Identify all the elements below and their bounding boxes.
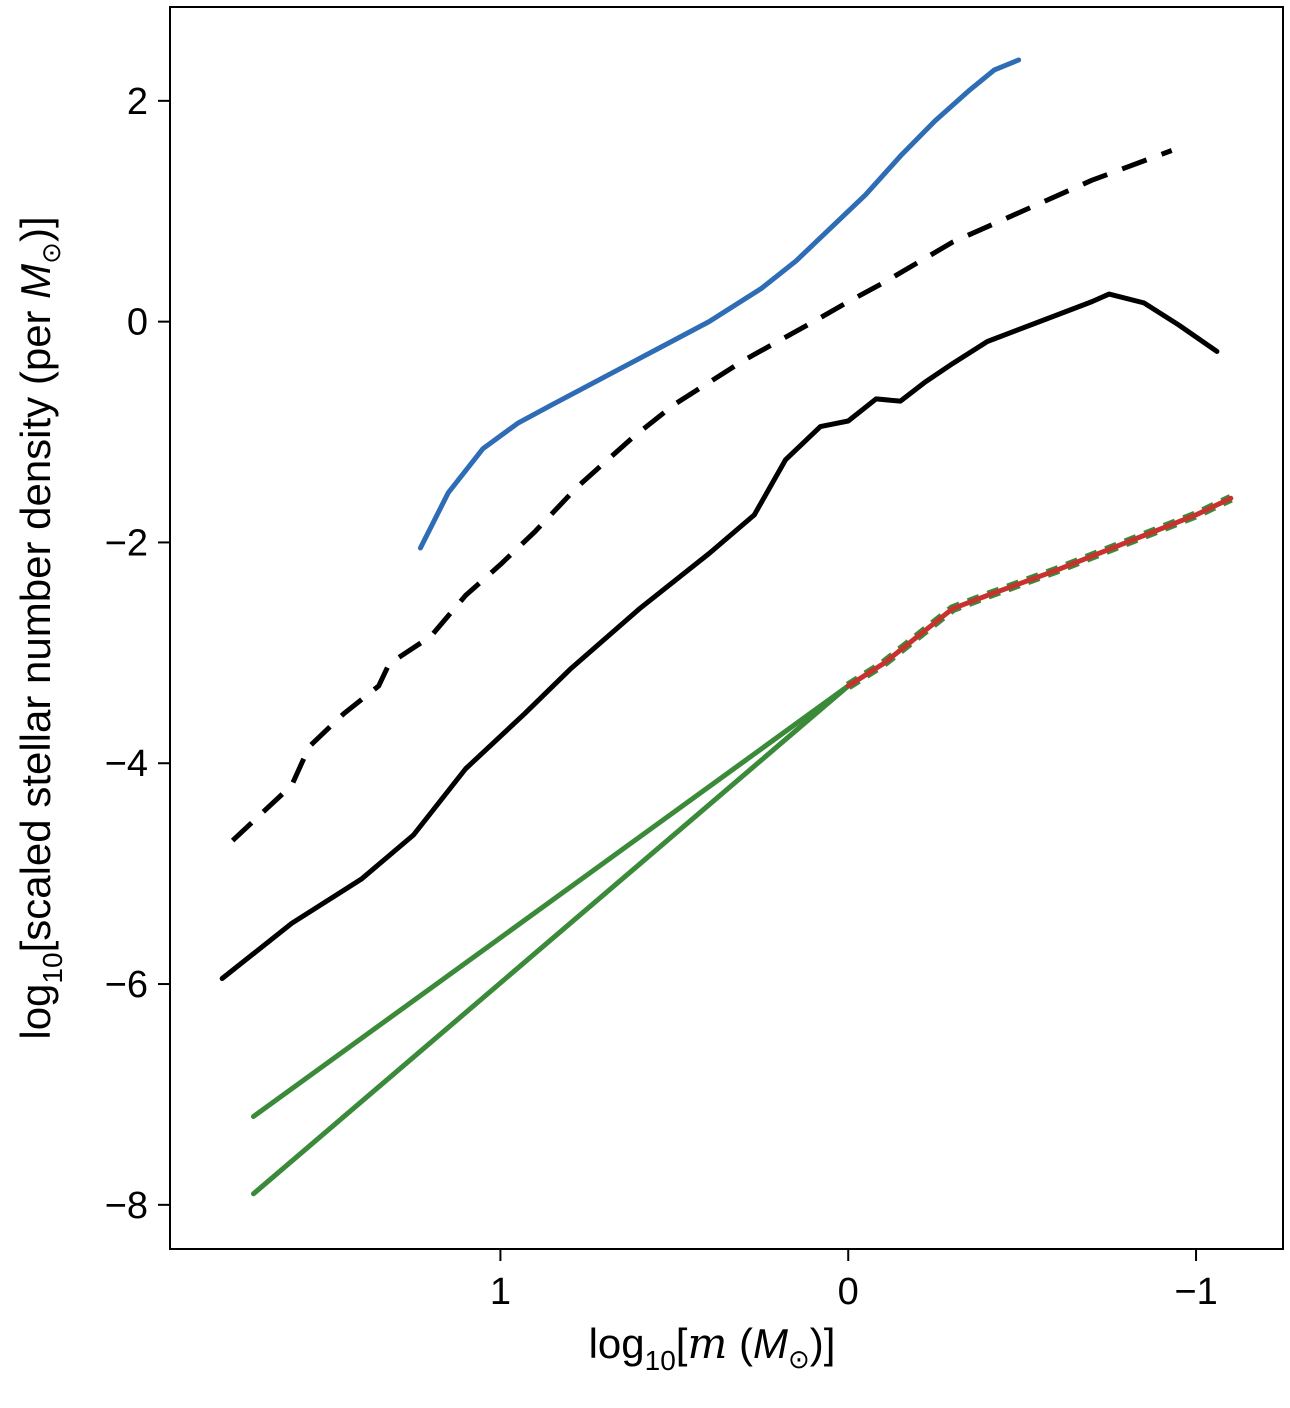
plot-frame: [169, 6, 1284, 1250]
x-axis-label: log10[m (M⊙)]: [589, 1319, 836, 1376]
y-tick-label-2: −2: [105, 522, 148, 564]
y-axis-label-subscript: 10: [37, 952, 68, 983]
series-layer: [219, 57, 1234, 1197]
y-axis-label-close: )]: [12, 216, 59, 242]
series-black-solid-line: [219, 291, 1220, 982]
x-axis-label-prefix: log: [589, 1320, 645, 1367]
x-tick-label-2: −1: [1174, 1271, 1217, 1313]
x-axis-label-unit: M: [753, 1320, 788, 1367]
x-axis-label-open: [: [676, 1320, 688, 1367]
series-red-line: [845, 495, 1234, 689]
x-axis-label-variable: m: [687, 1319, 727, 1368]
y-axis-label-prefix: log: [12, 984, 59, 1040]
y-axis-label-text: [scaled stellar number density (per: [12, 299, 59, 953]
series-green-upper-line: [250, 683, 851, 1120]
y-tick-label-4: −6: [105, 964, 148, 1006]
y-tick-label-1: 0: [127, 302, 148, 344]
x-tick-label-1: 0: [838, 1271, 859, 1313]
x-axis-label-close: )]: [810, 1320, 836, 1367]
x-tick-label-0: 1: [490, 1271, 511, 1313]
x-axis-label-subscript: 10: [645, 1345, 676, 1376]
y-tick-label-3: −4: [105, 743, 148, 785]
axis-ticks: 1 0 −1 2 0 −2 −4 −6 −8: [105, 81, 1218, 1313]
x-axis-label-sun-symbol: ⊙: [788, 1345, 810, 1375]
x-axis-label-unit-open: (: [727, 1320, 753, 1367]
y-tick-label-5: −8: [105, 1185, 148, 1227]
series-green-lower-line: [250, 683, 851, 1197]
series-blue-line: [417, 57, 1022, 551]
series-black-dashed-line: [230, 148, 1173, 843]
y-axis-label: log10[scaled stellar number density (per…: [12, 216, 68, 1039]
y-axis-label-sun-symbol: ⊙: [37, 242, 67, 264]
y-tick-label-0: 2: [127, 81, 148, 123]
y-axis-label-unit: M: [12, 264, 59, 299]
